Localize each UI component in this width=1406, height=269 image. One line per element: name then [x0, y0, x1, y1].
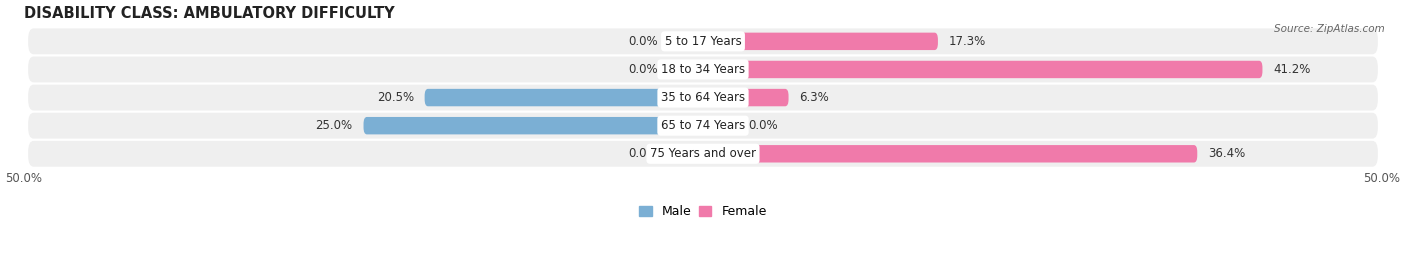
Text: 17.3%: 17.3%	[949, 35, 986, 48]
Text: 6.3%: 6.3%	[800, 91, 830, 104]
Text: 18 to 34 Years: 18 to 34 Years	[661, 63, 745, 76]
Text: DISABILITY CLASS: AMBULATORY DIFFICULTY: DISABILITY CLASS: AMBULATORY DIFFICULTY	[24, 6, 395, 20]
FancyBboxPatch shape	[28, 29, 1378, 54]
FancyBboxPatch shape	[669, 33, 703, 50]
FancyBboxPatch shape	[703, 61, 1263, 78]
FancyBboxPatch shape	[28, 85, 1378, 111]
Text: 0.0%: 0.0%	[748, 119, 778, 132]
Text: 20.5%: 20.5%	[377, 91, 413, 104]
FancyBboxPatch shape	[364, 117, 703, 134]
Text: 5 to 17 Years: 5 to 17 Years	[665, 35, 741, 48]
FancyBboxPatch shape	[28, 141, 1378, 167]
FancyBboxPatch shape	[703, 117, 737, 134]
Text: 41.2%: 41.2%	[1274, 63, 1310, 76]
Text: 35 to 64 Years: 35 to 64 Years	[661, 91, 745, 104]
FancyBboxPatch shape	[28, 56, 1378, 82]
Text: 0.0%: 0.0%	[628, 35, 658, 48]
FancyBboxPatch shape	[669, 145, 703, 162]
FancyBboxPatch shape	[28, 113, 1378, 139]
FancyBboxPatch shape	[703, 145, 1198, 162]
Text: 25.0%: 25.0%	[315, 119, 353, 132]
Text: 36.4%: 36.4%	[1208, 147, 1246, 160]
Text: Source: ZipAtlas.com: Source: ZipAtlas.com	[1274, 24, 1385, 34]
Text: 75 Years and over: 75 Years and over	[650, 147, 756, 160]
FancyBboxPatch shape	[703, 33, 938, 50]
Text: 0.0%: 0.0%	[628, 147, 658, 160]
FancyBboxPatch shape	[425, 89, 703, 106]
Text: 0.0%: 0.0%	[628, 63, 658, 76]
Text: 65 to 74 Years: 65 to 74 Years	[661, 119, 745, 132]
FancyBboxPatch shape	[703, 89, 789, 106]
Legend: Male, Female: Male, Female	[634, 200, 772, 223]
FancyBboxPatch shape	[669, 61, 703, 78]
